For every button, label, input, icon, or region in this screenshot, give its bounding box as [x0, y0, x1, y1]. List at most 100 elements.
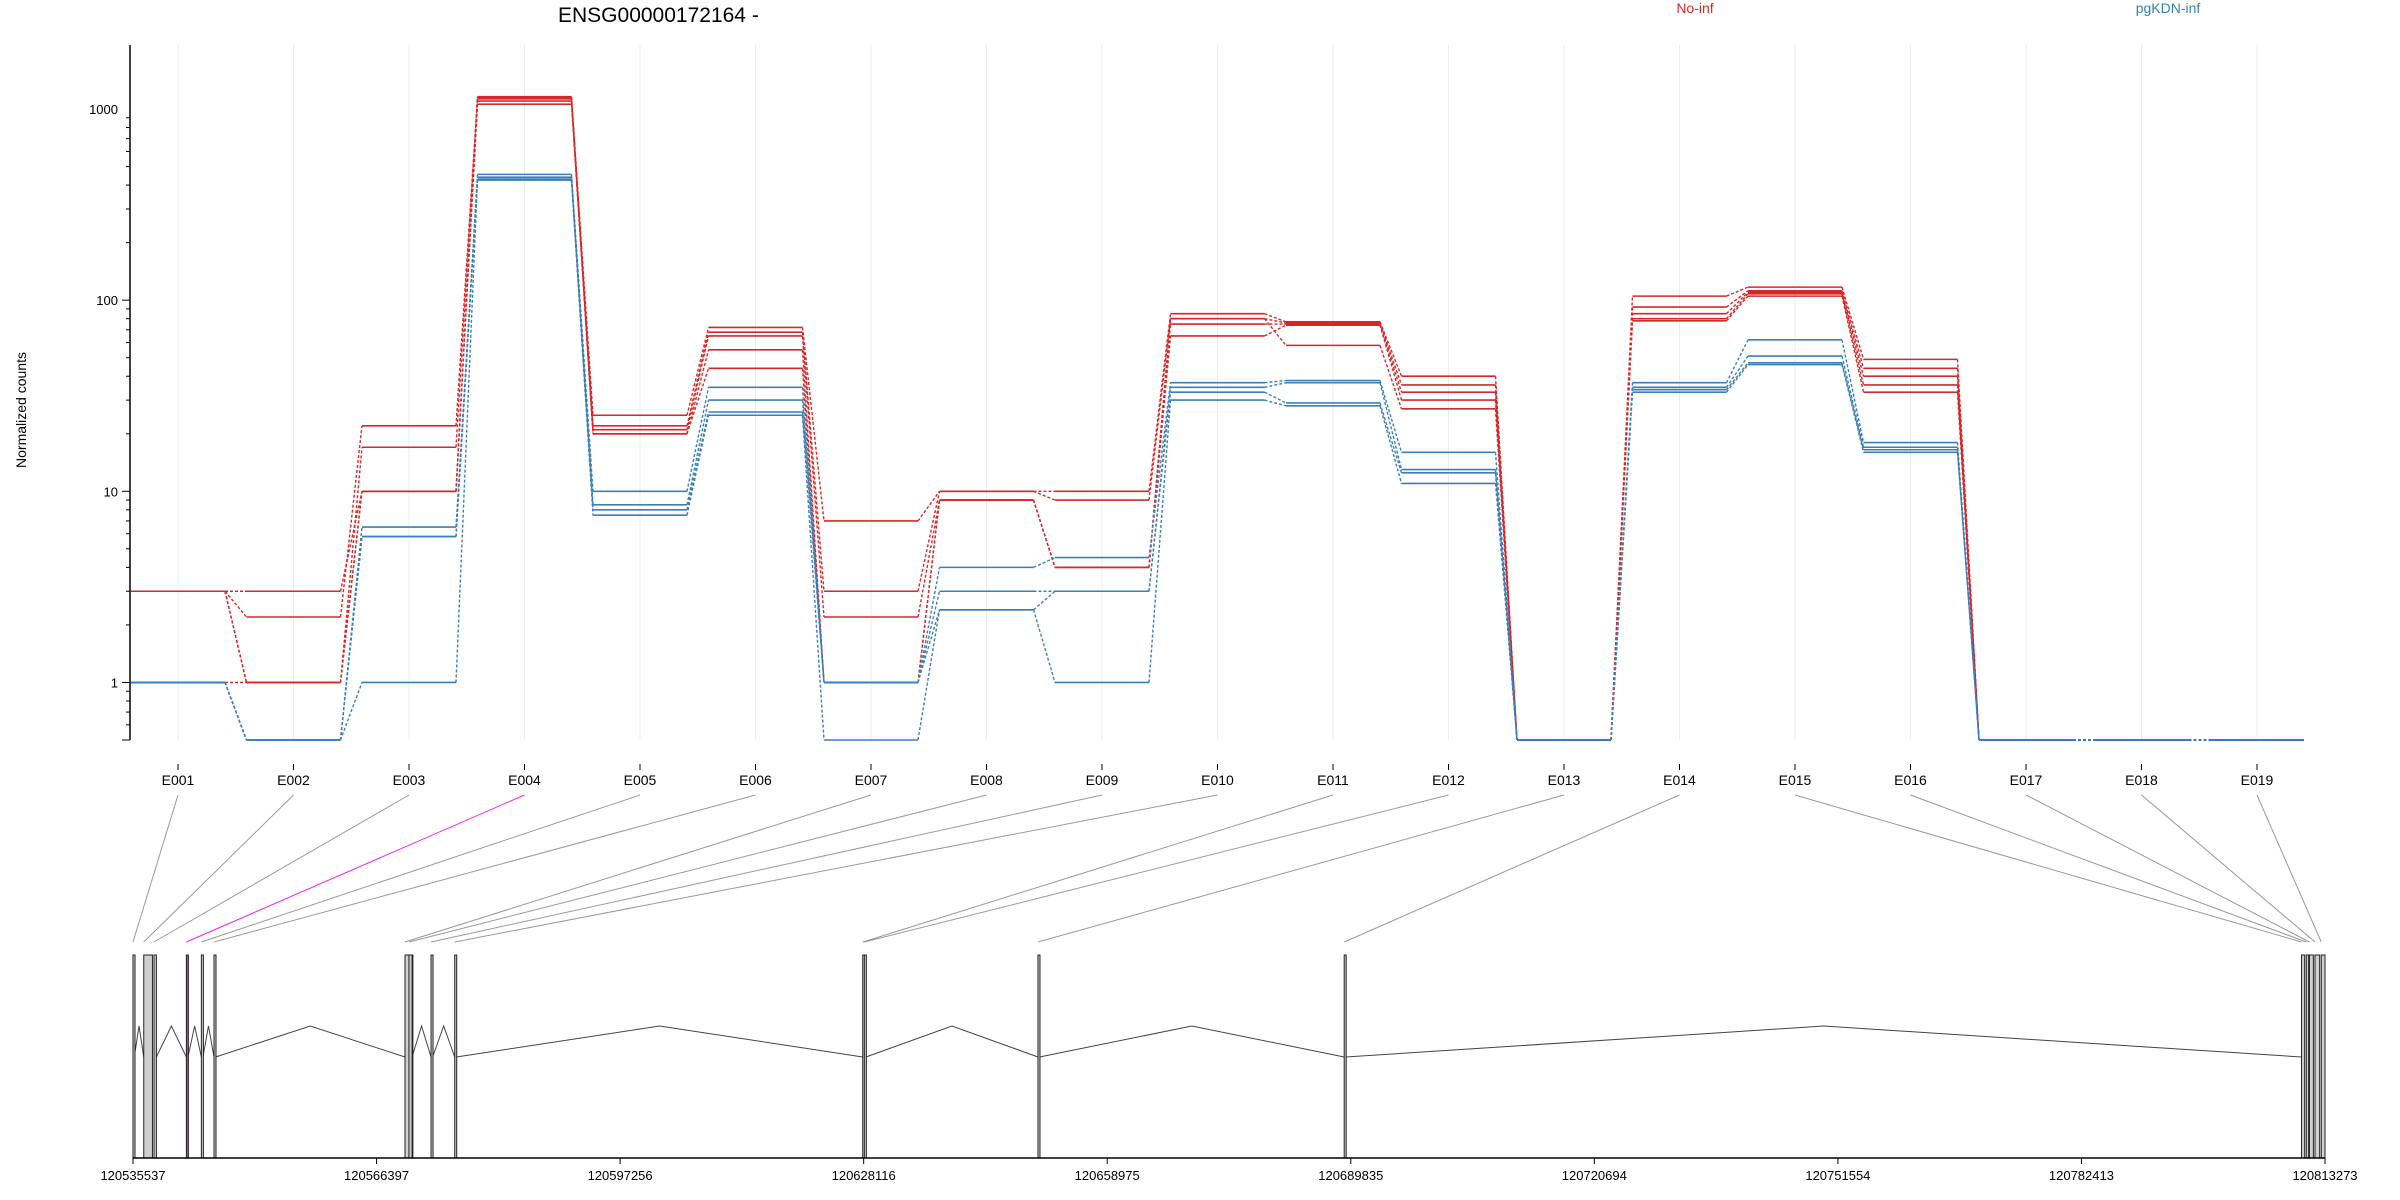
- intron: [432, 1024, 456, 1058]
- exon-connector-dashed: [570, 98, 594, 434]
- exon-connector: [213, 794, 756, 943]
- intron: [215, 1025, 406, 1058]
- exon-connector-dashed: [917, 609, 941, 741]
- exon-label-e016: E016: [1894, 772, 1927, 788]
- exon-connector-dashed: [1841, 355, 1865, 448]
- exon-block-e013: [1037, 954, 1041, 1159]
- exon-connector-dashed: [1263, 318, 1287, 346]
- exon-connector-dashed: [1841, 339, 1865, 443]
- exon-connector-dashed: [686, 335, 710, 430]
- exon-connector-dashed: [1264, 379, 1287, 384]
- exon-connector-dashed: [1033, 590, 1056, 611]
- exon-block-e017: [2308, 954, 2314, 1159]
- exon-label-e005: E005: [624, 772, 657, 788]
- coordinate-tick-label: 120658975: [1075, 1168, 1140, 1183]
- exon-connector-dashed: [1726, 291, 1749, 315]
- exon-connector-dashed: [1379, 382, 1403, 470]
- exon-connector-dashed: [917, 499, 941, 683]
- intron: [865, 1025, 1039, 1058]
- exon-connector-dashed: [1956, 452, 1980, 741]
- exon-connector: [153, 794, 410, 943]
- exon-connector-dashed: [1379, 402, 1403, 473]
- exon-connector-dashed: [917, 499, 941, 618]
- exon-connector-dashed: [455, 104, 479, 492]
- exon-connector-dashed: [801, 400, 825, 683]
- exon-connector-dashed: [1494, 452, 1518, 741]
- exon-label-e006: E006: [739, 772, 772, 788]
- exon-connector-dashed: [686, 327, 710, 416]
- exon-block-e012: [863, 954, 867, 1159]
- exon-connector-dashed: [1032, 499, 1056, 568]
- exon-labels: E001 E002 E003 E004 E005 E006 E007 E008 E009 E010…: [162, 764, 2274, 788]
- exon-label-e009: E009: [1086, 772, 1119, 788]
- intron: [187, 1025, 202, 1058]
- exon-connector: [864, 794, 1449, 943]
- exon-connector-dashed: [1726, 286, 1749, 297]
- exon-block-e015: [2301, 954, 2306, 1159]
- exon-block-e001: [132, 954, 136, 1159]
- exon-label-e001: E001: [162, 772, 195, 788]
- exon-connector-dashed: [686, 387, 710, 492]
- exon-connector-dashed: [1725, 362, 1749, 391]
- exon-connector-dashed: [1725, 295, 1749, 322]
- exon-connector-dashed: [339, 536, 363, 741]
- exon-connector-dashed: [1379, 321, 1403, 377]
- exon-label-e019: E019: [2241, 772, 2274, 788]
- exon-label-e018: E018: [2125, 772, 2158, 788]
- exon-connector-dashed: [1725, 364, 1749, 393]
- intron: [456, 1025, 863, 1058]
- exon-connector-dashed: [801, 415, 825, 741]
- exon-connector-dashed: [1264, 382, 1287, 388]
- exon-connector-dashed: [1264, 391, 1287, 404]
- exon-connector-dashed: [1494, 483, 1518, 741]
- exon-connector-dashed: [686, 415, 710, 516]
- exon-connector-dashed: [1148, 335, 1172, 568]
- exon-connector-dashed: [1610, 392, 1634, 741]
- exon-connector-dashed: [1264, 399, 1287, 407]
- exon-connector-dashed: [917, 609, 941, 683]
- exon-connector-dashed: [224, 682, 248, 741]
- exon-connector-dashed: [1841, 293, 1865, 386]
- exon-connector: [2025, 794, 2310, 943]
- exon-block-e019: [2320, 954, 2326, 1159]
- coordinate-axis: 120535537 120566397 120597256 120628116 1206…: [100, 1157, 2358, 1183]
- exon-connector-dashed: [1494, 408, 1518, 741]
- exon-block-e004: [185, 954, 189, 1159]
- exon-block-e002: [143, 954, 153, 1159]
- exon-connector-dashed: [1841, 292, 1865, 377]
- intron: [133, 1025, 145, 1058]
- exon-connector-dashed: [1379, 345, 1403, 410]
- coordinate-tick-label: 120751554: [1805, 1168, 1870, 1183]
- exon-block-e009: [430, 954, 434, 1159]
- exon-connector-dashed: [1379, 323, 1403, 393]
- legend-pgkdn-inf: pgKDN-inf: [2136, 0, 2201, 16]
- intron: [155, 1024, 187, 1058]
- series-no-inf: [131, 97, 2304, 741]
- exon-connector-dashed: [686, 332, 710, 427]
- exon-label-e013: E013: [1548, 772, 1581, 788]
- gene-model: [132, 954, 2326, 1159]
- exon-connector-dashed: [339, 447, 363, 683]
- exon-connector-dashed: [917, 490, 941, 522]
- exon-connector: [1794, 794, 2302, 943]
- exon-connector-dashed: [1841, 364, 1865, 453]
- exon-connector-dashed: [1379, 322, 1403, 386]
- exon-block-e010: [454, 954, 458, 1159]
- coordinate-tick-label: 120566397: [344, 1168, 409, 1183]
- exon-connector-dashed: [1841, 286, 1865, 360]
- exon-connector-dashed: [339, 491, 363, 683]
- exon-connector-dashed: [1610, 382, 1634, 741]
- exon-connector: [2256, 794, 2322, 943]
- exon-block-e003: [153, 954, 157, 1159]
- y-axis-label: Normalized counts: [13, 352, 29, 468]
- exon-connector-dashed: [1148, 382, 1172, 558]
- coordinate-tick-label: 120597256: [588, 1168, 653, 1183]
- exon-block-e018: [2314, 954, 2321, 1159]
- exon-connector-dashed: [224, 591, 248, 683]
- exon-connector-dashed: [455, 180, 479, 537]
- exon-label-e004: E004: [508, 772, 541, 788]
- exon-connector-dashed: [917, 491, 941, 592]
- exon-connector-dashed: [1264, 313, 1287, 323]
- exon-connector-dashed: [1148, 392, 1172, 592]
- exon-block-e006: [213, 954, 217, 1159]
